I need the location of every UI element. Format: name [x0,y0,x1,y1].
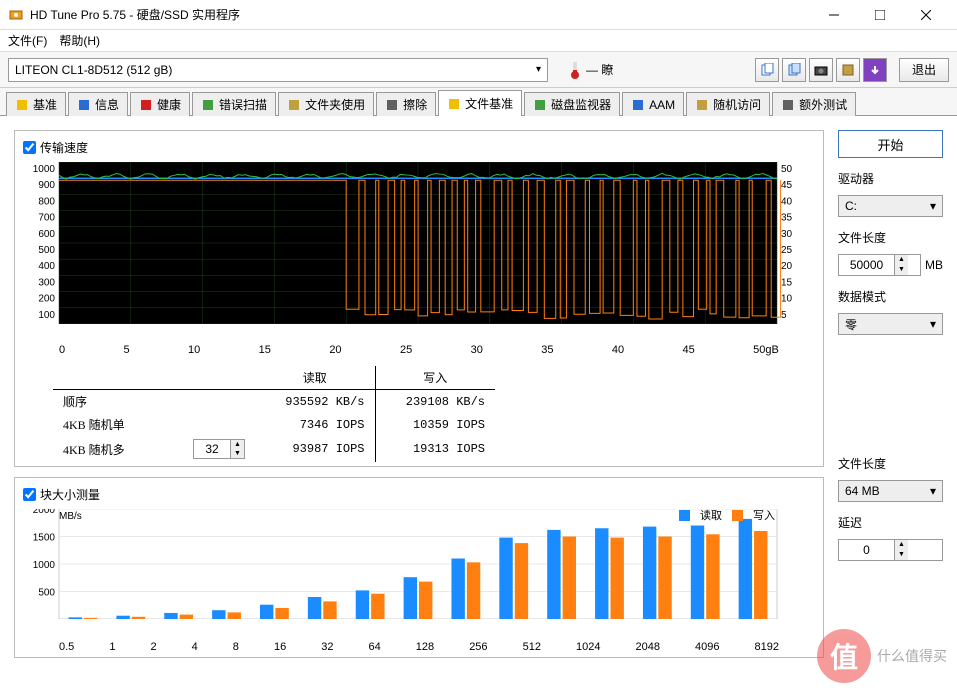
copy-button[interactable] [755,58,779,82]
blocksize-x-axis: 0.512481632641282565121024204840968192 [23,639,815,653]
title-bar: HD Tune Pro 5.75 - 硬盘/SSD 实用程序 [0,0,957,30]
menu-file[interactable]: 文件(F) [8,32,47,49]
tab-错误扫描[interactable]: 错误扫描 [192,92,276,116]
tab-文件基准[interactable]: 文件基准 [438,90,522,116]
svg-text:50: 50 [781,164,793,175]
drive-select[interactable]: C:▾ [838,195,943,217]
svg-text:300: 300 [38,277,55,288]
drive-selector-text: LITEON CL1-8D512 (512 gB) [15,63,172,77]
tab-磁盘监视器[interactable]: 磁盘监视器 [524,92,620,116]
app-icon [8,7,24,23]
svg-text:5: 5 [781,310,787,321]
transfer-panel: 传输速度 1000 900 800 700 600 500 400 300 200 100 50 45… [14,130,824,467]
menu-bar: 文件(F) 帮助(H) [0,30,957,52]
datamode-label: 数据模式 [838,288,943,305]
temperature-display: — 瞭 [568,60,613,80]
results-table: 读取写入顺序935592 KB/s239108 KB/s4KB 随机单7346 … [53,366,815,462]
svg-text:2000: 2000 [33,509,56,516]
menu-help[interactable]: 帮助(H) [59,32,100,49]
svg-text:600: 600 [38,229,55,240]
window-title: HD Tune Pro 5.75 - 硬盘/SSD 实用程序 [30,6,811,23]
toolbar: LITEON CL1-8D512 (512 gB) ▾ — 瞭 退出 [0,52,957,88]
transfer-chart: 1000 900 800 700 600 500 400 300 200 100 50 45 40 35 3… [23,162,813,324]
drive-selector[interactable]: LITEON CL1-8D512 (512 gB) ▾ [8,58,548,82]
tab-额外测试[interactable]: 额外测试 [772,92,856,116]
svg-text:ms: ms [764,162,777,173]
filelen2-label: 文件长度 [838,455,943,472]
transfer-x-axis: 05101520253035404550gB [23,342,815,356]
svg-text:800: 800 [38,196,55,207]
svg-text:25: 25 [781,245,793,256]
maximize-button[interactable] [857,0,903,30]
svg-text:15: 15 [781,277,793,288]
side-panel: 开始 驱动器 C:▾ 文件长度 ▲▼ MB 数据模式 零▾ 文件长度 64 MB… [838,130,943,668]
blocksize-chart: 2000 1500 1000 500 MB/s [23,509,813,619]
temperature-value: — 瞭 [586,61,613,78]
tab-基准[interactable]: 基准 [6,92,66,116]
svg-text:1000: 1000 [33,164,56,175]
svg-text:40: 40 [781,196,793,207]
close-button[interactable] [903,0,949,30]
transfer-checkbox[interactable]: 传输速度 [23,139,815,156]
svg-text:45: 45 [781,180,793,191]
blocksize-panel: 块大小测量 读取 写入 2000 1500 1000 500 MB/s 0.512481… [14,477,824,658]
svg-text:30: 30 [781,229,793,240]
delay-input[interactable]: ▲▼ [838,539,943,561]
svg-text:35: 35 [781,213,793,224]
svg-text:900: 900 [38,180,55,191]
svg-text:400: 400 [38,261,55,272]
save-button[interactable] [836,58,860,82]
tab-信息[interactable]: 信息 [68,92,128,116]
tab-擦除[interactable]: 擦除 [376,92,436,116]
svg-text:200: 200 [38,294,55,305]
svg-text:1500: 1500 [33,533,56,544]
blocksize-checkbox[interactable]: 块大小测量 [23,486,815,503]
svg-text:20: 20 [781,261,793,272]
datamode-select[interactable]: 零▾ [838,313,943,335]
svg-text:1000: 1000 [33,560,56,571]
copy2-button[interactable] [782,58,806,82]
exit-button[interactable]: 退出 [899,58,949,82]
tab-AAM[interactable]: AAM [622,92,684,116]
filelen-label: 文件长度 [838,229,943,246]
screenshot-button[interactable] [809,58,833,82]
svg-text:700: 700 [38,213,55,224]
svg-text:MB/s: MB/s [59,511,82,522]
filelen-input[interactable]: ▲▼ [838,254,921,276]
delay-label: 延迟 [838,514,943,531]
tab-健康[interactable]: 健康 [130,92,190,116]
svg-text:500: 500 [38,588,55,599]
svg-text:500: 500 [38,245,55,256]
filelen2-select[interactable]: 64 MB▾ [838,480,943,502]
chart2-legend: 读取 写入 [679,507,775,523]
svg-text:100: 100 [38,310,55,321]
queue-depth-input[interactable] [194,442,230,456]
svg-text:MB/s: MB/s [59,162,82,173]
drive-label: 驱动器 [838,170,943,187]
tab-bar: 基准信息健康错误扫描文件夹使用擦除文件基准磁盘监视器AAM随机访问额外测试 [0,88,957,116]
tab-文件夹使用[interactable]: 文件夹使用 [278,92,374,116]
start-button[interactable]: 开始 [838,130,943,158]
minimize-button[interactable] [811,0,857,30]
thermometer-icon [568,60,582,80]
svg-text:10: 10 [781,294,793,305]
tab-随机访问[interactable]: 随机访问 [686,92,770,116]
down-button[interactable] [863,58,887,82]
